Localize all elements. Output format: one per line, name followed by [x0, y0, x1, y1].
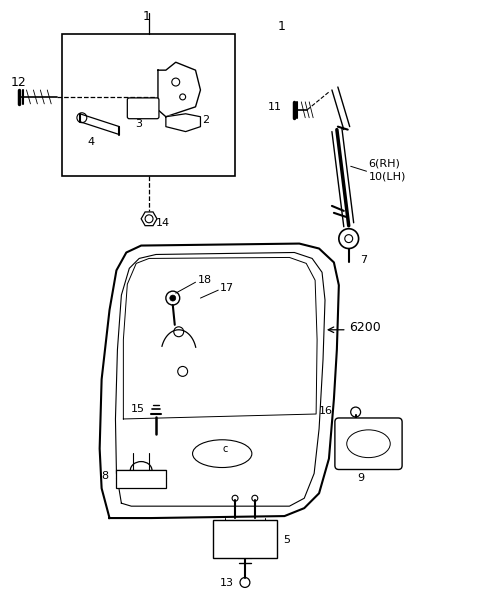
Circle shape [170, 295, 176, 301]
Text: 1: 1 [277, 20, 286, 33]
Text: 9: 9 [357, 474, 364, 483]
Polygon shape [166, 114, 201, 132]
Text: 6(RH): 6(RH) [369, 159, 400, 168]
Text: 8: 8 [102, 471, 109, 482]
Text: 13: 13 [220, 578, 234, 589]
Text: c: c [223, 444, 228, 453]
Text: 12: 12 [11, 75, 26, 89]
Text: 4: 4 [88, 136, 95, 146]
Text: 6200: 6200 [349, 321, 381, 334]
Text: 1: 1 [143, 10, 151, 23]
Text: 15: 15 [131, 404, 145, 414]
Text: 5: 5 [284, 535, 290, 545]
Text: 11: 11 [268, 102, 282, 112]
Text: 14: 14 [156, 218, 170, 228]
Text: 10(LH): 10(LH) [369, 171, 406, 181]
Bar [62, 34, 235, 176]
FancyBboxPatch shape [127, 98, 159, 119]
Polygon shape [158, 62, 201, 117]
Bar [117, 471, 166, 488]
Bar [213, 520, 276, 558]
Text: 18: 18 [197, 275, 212, 285]
Text: 17: 17 [220, 283, 234, 293]
FancyBboxPatch shape [335, 418, 402, 469]
Text: 2: 2 [203, 114, 210, 125]
Text: 16: 16 [319, 406, 333, 416]
Text: 3: 3 [135, 119, 142, 129]
Text: 7: 7 [360, 255, 368, 266]
